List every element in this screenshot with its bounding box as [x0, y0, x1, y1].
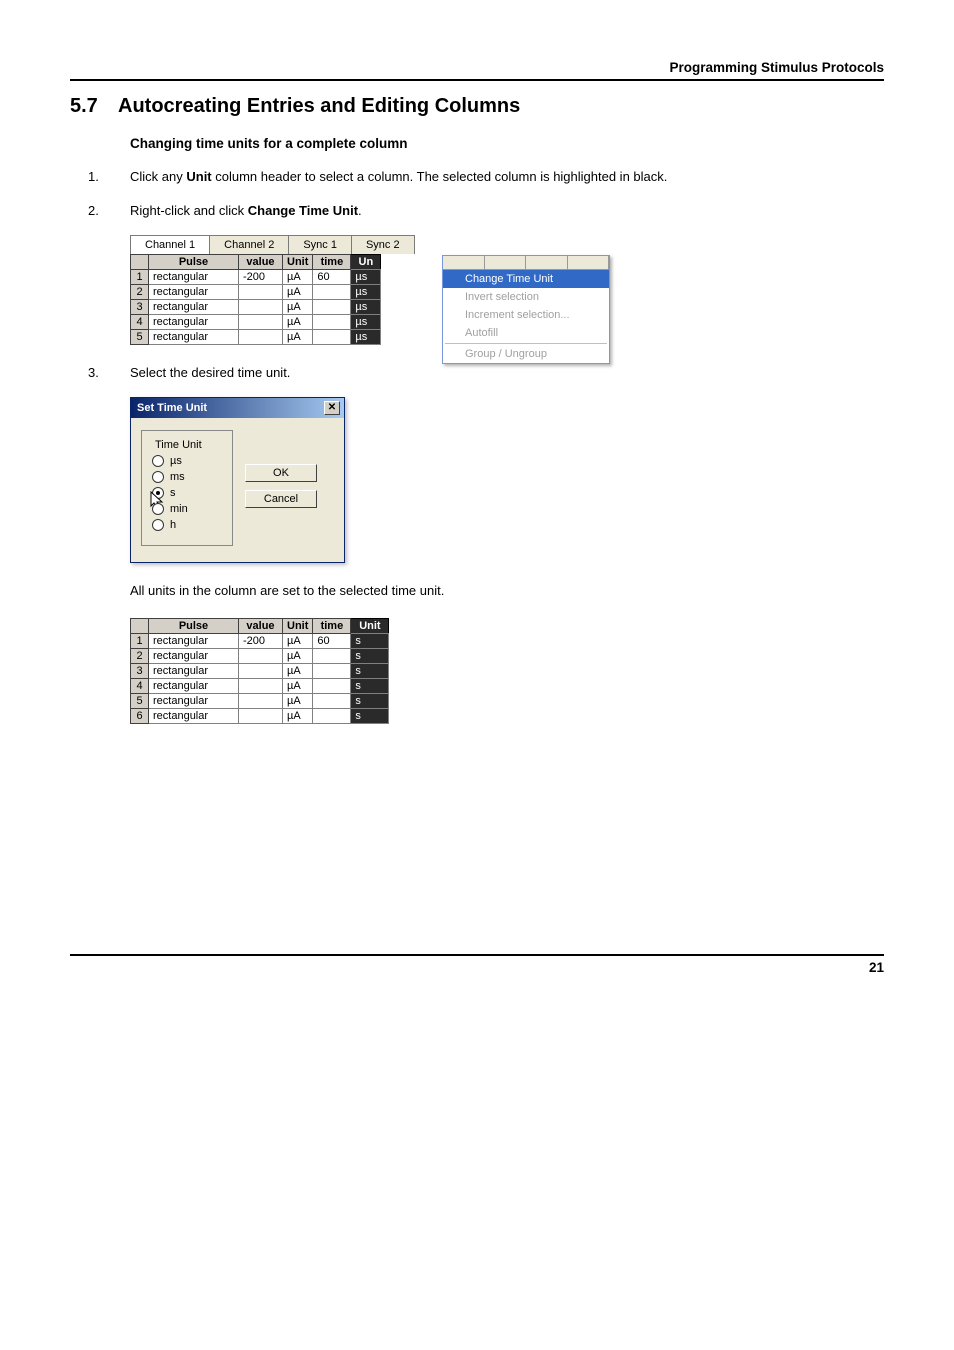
radio-ms[interactable]: ms — [152, 471, 222, 483]
result-table: Pulse value Unit time Unit 1rectangular-… — [130, 618, 389, 724]
tab-channel-1[interactable]: Channel 1 — [130, 235, 210, 254]
col-pulse[interactable]: Pulse — [149, 618, 239, 633]
stimulus-table: Pulse value Unit time Un 1 rectangular -… — [130, 254, 381, 345]
col-value[interactable]: value — [239, 255, 283, 270]
menu-invert-selection[interactable]: Invert selection — [443, 288, 609, 306]
col-unit[interactable]: Unit — [283, 255, 313, 270]
page-number: 21 — [70, 954, 884, 975]
table-row: 4 rectangular µA µs — [131, 315, 381, 330]
tab-channel-2[interactable]: Channel 2 — [209, 235, 289, 254]
table-row: 3 rectangular µA µs — [131, 300, 381, 315]
radio-min[interactable]: min — [152, 503, 222, 515]
table-row: 2 rectangular µA µs — [131, 285, 381, 300]
screenshot-tabs-grid: Channel 1 Channel 2 Sync 1 Sync 2 Pulse … — [130, 235, 414, 345]
table-row: 6rectangularµAs — [131, 708, 389, 723]
ok-button[interactable]: OK — [245, 464, 317, 482]
cancel-button[interactable]: Cancel — [245, 490, 317, 508]
corner-cell — [131, 255, 149, 270]
table-row: 3rectangularµAs — [131, 663, 389, 678]
section-heading: 5.7Autocreating Entries and Editing Colu… — [70, 95, 884, 118]
table-row: 1 rectangular -200 µA 60 µs — [131, 270, 381, 285]
section-number: 5.7 — [70, 95, 118, 118]
fieldset-legend: Time Unit — [152, 439, 205, 451]
col-unit[interactable]: Unit — [283, 618, 313, 633]
radio-s[interactable]: s — [152, 487, 222, 499]
step-1: Click any Unit column header to select a… — [88, 167, 884, 187]
menu-change-time-unit[interactable]: Change Time Unit — [443, 270, 609, 288]
section-title: Autocreating Entries and Editing Columns — [118, 95, 520, 117]
subheading: Changing time units for a complete colum… — [130, 136, 884, 151]
close-icon[interactable]: ✕ — [324, 401, 340, 415]
menu-autofill[interactable]: Autofill — [443, 324, 609, 342]
col-unit2-selected[interactable]: Un — [351, 255, 381, 270]
step-3: Select the desired time unit. — [88, 363, 884, 383]
dialog-title: Set Time Unit — [137, 402, 207, 414]
col-value[interactable]: value — [239, 618, 283, 633]
table-row: 5 rectangular µA µs — [131, 330, 381, 345]
table-row: 2rectangularµAs — [131, 648, 389, 663]
table-row: 5rectangularµAs — [131, 693, 389, 708]
col-time[interactable]: time — [313, 255, 351, 270]
menu-increment-selection[interactable]: Increment selection... — [443, 306, 609, 324]
tab-sync-1[interactable]: Sync 1 — [288, 235, 352, 254]
col-unit2-selected[interactable]: Unit — [351, 618, 389, 633]
page-header: Programming Stimulus Protocols — [70, 60, 884, 79]
radio-us[interactable]: µs — [152, 455, 222, 467]
set-time-unit-dialog: Set Time Unit ✕ Time Unit µs ms s min h … — [130, 397, 345, 563]
step-2: Right-click and click Change Time Unit. — [88, 201, 884, 221]
radio-h[interactable]: h — [152, 519, 222, 531]
menu-group-ungroup[interactable]: Group / Ungroup — [443, 345, 609, 363]
context-menu: Change Time Unit Invert selection Increm… — [442, 255, 610, 364]
col-time[interactable]: time — [313, 618, 351, 633]
col-pulse[interactable]: Pulse — [149, 255, 239, 270]
result-text: All units in the column are set to the s… — [130, 581, 884, 601]
tab-sync-2[interactable]: Sync 2 — [351, 235, 415, 254]
table-row: 1rectangular-200µA60s — [131, 633, 389, 648]
table-row: 4rectangularµAs — [131, 678, 389, 693]
